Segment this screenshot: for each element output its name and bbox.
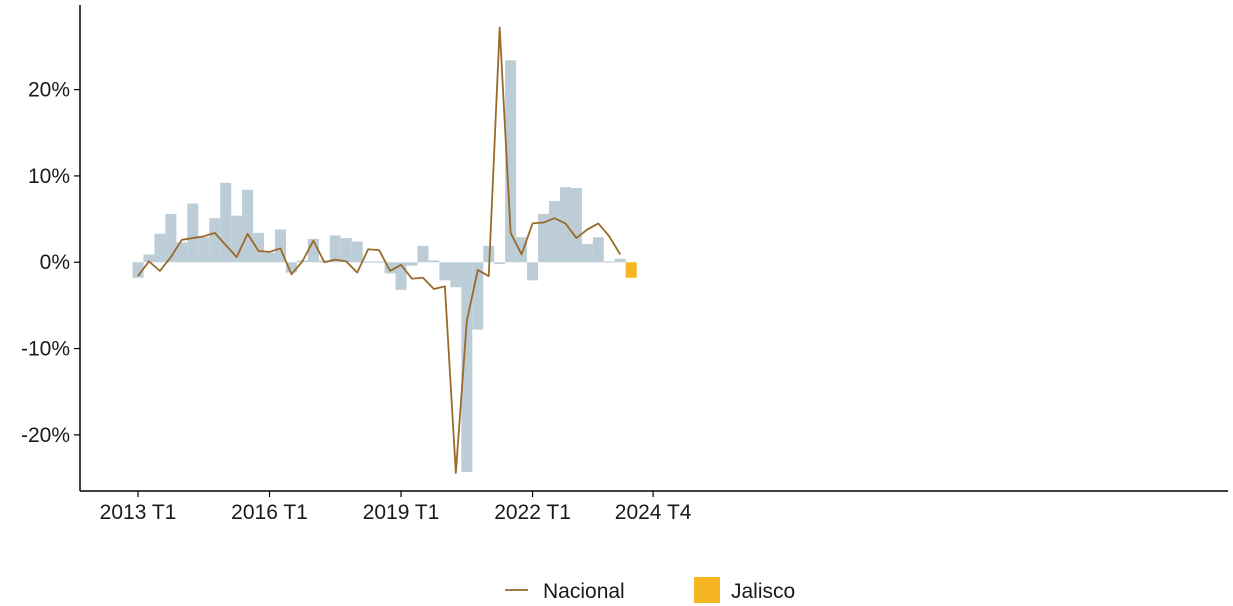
bar-jalisco — [209, 218, 221, 263]
bar-jalisco — [176, 242, 188, 263]
y-tick-label: 10% — [28, 165, 70, 188]
bar-jalisco — [274, 229, 286, 263]
bar-jalisco — [384, 262, 396, 274]
bar-jalisco — [527, 262, 539, 281]
y-tick-label: -10% — [21, 338, 70, 361]
axes-layer — [79, 5, 1228, 492]
bar-jalisco-latest — [625, 262, 637, 278]
bar-jalisco — [450, 262, 462, 288]
bar-jalisco — [494, 262, 506, 264]
bar-jalisco — [242, 189, 254, 263]
y-tick-label: 0% — [40, 251, 70, 274]
legend-label: Nacional — [543, 580, 625, 603]
bar-jalisco — [516, 237, 528, 263]
bar-jalisco — [220, 182, 232, 263]
y-tick-label: 20% — [28, 79, 70, 102]
bars-layer — [132, 60, 637, 473]
bar-jalisco — [154, 233, 166, 263]
bar-jalisco — [198, 237, 210, 263]
y-tick-label: -20% — [21, 424, 70, 447]
bar-jalisco — [165, 213, 177, 263]
x-tick-label: 2024 T4 — [615, 501, 692, 524]
bar-jalisco — [395, 262, 407, 290]
bar-jalisco — [373, 261, 385, 263]
bar-jalisco — [570, 188, 582, 263]
bar-jalisco — [187, 203, 199, 263]
bar-jalisco — [614, 258, 626, 263]
legend-item-nacional: Nacional — [505, 580, 625, 603]
bar-jalisco — [472, 262, 484, 330]
line-layer — [137, 26, 622, 474]
bar-jalisco — [285, 262, 297, 273]
bar-jalisco — [505, 60, 517, 263]
bar-jalisco — [538, 213, 550, 263]
bar-jalisco — [340, 238, 352, 263]
legend-label: Jalisco — [731, 580, 795, 603]
bar-jalisco — [428, 260, 440, 263]
x-tick-label: 2016 T1 — [231, 501, 308, 524]
bar-jalisco — [548, 200, 560, 263]
legend-bar-swatch — [694, 577, 720, 603]
line-nacional — [137, 26, 622, 474]
bar-jalisco — [362, 261, 374, 263]
bar-jalisco — [461, 262, 473, 473]
bar-jalisco — [417, 245, 429, 263]
bar-jalisco — [483, 245, 495, 263]
bar-jalisco — [307, 238, 319, 263]
x-tick-label: 2013 T1 — [100, 501, 177, 524]
bar-jalisco — [581, 244, 593, 263]
bar-jalisco — [132, 262, 144, 278]
bar-jalisco — [231, 215, 243, 263]
bar-jalisco — [329, 235, 341, 263]
ticks-layer: 20% 10% 0% -10% -20% 2013 T1 2016 T1 2019 T1 202… — [21, 79, 692, 524]
bar-jalisco — [264, 252, 276, 263]
bar-jalisco — [143, 254, 155, 263]
bar-jalisco — [253, 232, 265, 263]
bar-jalisco — [439, 262, 451, 281]
legend-item-jalisco: Jalisco — [694, 577, 795, 603]
bar-jalisco — [406, 262, 418, 266]
bar-jalisco — [351, 241, 363, 263]
bar-jalisco — [592, 237, 604, 263]
x-tick-label: 2022 T1 — [494, 501, 571, 524]
x-tick-label: 2019 T1 — [363, 501, 440, 524]
legend: Nacional Jalisco — [505, 577, 795, 603]
bar-jalisco — [603, 261, 615, 263]
